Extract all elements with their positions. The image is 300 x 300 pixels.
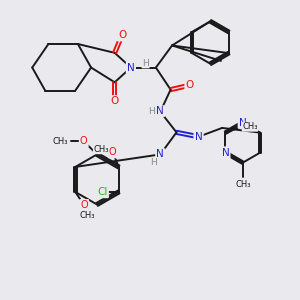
Text: O: O xyxy=(80,200,88,210)
Text: CH₃: CH₃ xyxy=(80,211,95,220)
Text: H: H xyxy=(142,58,149,68)
Text: O: O xyxy=(109,147,117,157)
Text: CH₃: CH₃ xyxy=(235,180,250,189)
Text: Cl: Cl xyxy=(97,187,108,197)
Text: N: N xyxy=(127,63,135,73)
Text: O: O xyxy=(118,30,126,40)
Text: O: O xyxy=(80,136,88,146)
Text: O: O xyxy=(186,80,194,90)
Text: CH₃: CH₃ xyxy=(93,145,109,154)
Text: CH₃: CH₃ xyxy=(52,137,68,146)
Text: N: N xyxy=(156,149,164,159)
Text: CH₃: CH₃ xyxy=(242,122,258,131)
Text: H: H xyxy=(150,158,157,167)
Text: N: N xyxy=(156,106,164,116)
Text: N: N xyxy=(221,148,229,158)
Text: H: H xyxy=(148,106,155,116)
Text: O: O xyxy=(110,96,119,106)
Text: N: N xyxy=(195,132,203,142)
Text: N: N xyxy=(239,118,247,128)
